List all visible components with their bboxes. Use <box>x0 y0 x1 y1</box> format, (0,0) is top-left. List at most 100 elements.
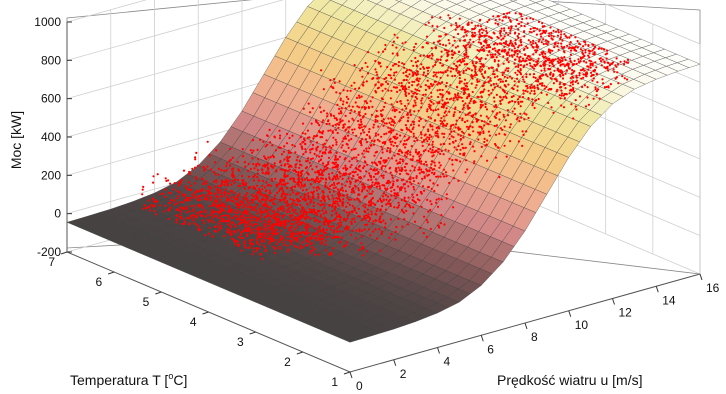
scatter-point <box>331 236 335 239</box>
scatter-point <box>336 164 340 167</box>
scatter-point <box>508 48 511 51</box>
scatter-point <box>331 194 334 197</box>
scatter-point <box>375 109 378 113</box>
scatter-point <box>310 236 313 239</box>
scatter-point <box>231 200 234 203</box>
scatter-point <box>529 40 532 44</box>
scatter-point <box>196 164 200 167</box>
scatter-point <box>418 155 421 158</box>
scatter-point <box>274 247 277 250</box>
scatter-point <box>318 124 321 127</box>
scatter-point <box>510 54 513 57</box>
scatter-point <box>507 83 510 86</box>
scatter-point <box>331 124 335 127</box>
scatter-point <box>330 146 333 150</box>
scatter-point <box>220 179 223 182</box>
scatter-point <box>183 199 186 202</box>
scatter-point <box>453 62 456 65</box>
scatter-point <box>493 32 496 35</box>
scatter-point <box>361 67 364 70</box>
scatter-point <box>206 214 209 217</box>
scatter-point <box>253 167 256 170</box>
scatter-point <box>577 58 580 61</box>
scatter-point <box>423 67 426 70</box>
scatter-point <box>295 171 298 174</box>
scatter-point <box>342 89 345 92</box>
scatter-point <box>391 44 394 47</box>
scatter-point <box>601 78 604 81</box>
scatter-point <box>523 47 526 51</box>
scatter-point <box>439 71 442 74</box>
scatter-point <box>353 81 356 84</box>
scatter-point <box>570 103 573 106</box>
scatter-point <box>509 20 512 23</box>
scatter-point <box>322 191 325 194</box>
scatter-point <box>535 60 539 63</box>
scatter-point <box>427 130 430 133</box>
scatter-point <box>307 157 310 160</box>
scatter-point <box>380 212 383 215</box>
scatter-point <box>481 85 484 88</box>
scatter-point <box>278 198 281 201</box>
scatter-point <box>419 131 423 134</box>
scatter-point <box>486 31 489 35</box>
scatter-point <box>481 49 484 52</box>
scatter-point <box>328 176 331 179</box>
scatter-point <box>591 43 594 46</box>
scatter-point <box>178 182 181 185</box>
scatter-point <box>432 102 435 105</box>
scatter-point <box>472 40 475 44</box>
scatter-point <box>290 206 293 209</box>
scatter-point <box>416 89 419 92</box>
scatter-point <box>435 149 438 152</box>
scatter-point <box>571 80 575 83</box>
scatter-point <box>223 169 226 172</box>
scatter-point <box>455 148 459 151</box>
scatter-point <box>587 44 590 47</box>
scatter-point <box>265 158 268 161</box>
scatter-point <box>443 26 446 30</box>
scatter-point <box>211 216 214 219</box>
scatter-point <box>216 196 220 199</box>
scatter-point <box>434 119 437 122</box>
scatter-point <box>586 86 589 89</box>
scatter-point <box>204 234 207 237</box>
scatter-point <box>431 140 434 143</box>
scatter-point <box>363 175 366 178</box>
scatter-point <box>339 188 343 191</box>
scatter-point <box>555 90 558 93</box>
scatter-point <box>175 218 178 221</box>
scatter-point <box>286 250 289 253</box>
scatter-point <box>471 120 474 124</box>
scatter-point <box>329 79 332 82</box>
scatter-point <box>286 156 289 159</box>
scatter-point <box>401 42 404 45</box>
scatter-point <box>296 183 299 186</box>
scatter-point <box>396 90 399 93</box>
scatter-point <box>291 208 294 211</box>
scatter-point <box>487 89 490 92</box>
scatter-point <box>203 169 206 172</box>
scatter-point <box>445 97 448 100</box>
scatter-point <box>331 205 334 208</box>
scatter-point <box>229 231 232 234</box>
scatter-point <box>409 176 412 179</box>
scatter-point <box>473 74 476 77</box>
scatter-point <box>326 115 329 118</box>
scatter-point <box>470 97 473 100</box>
scatter-point <box>251 253 254 256</box>
scatter-point <box>374 68 377 71</box>
scatter-point <box>376 200 380 203</box>
scatter-point <box>386 150 389 153</box>
scatter-point <box>299 174 302 177</box>
scatter-point <box>304 199 307 202</box>
scatter-point <box>251 139 254 142</box>
scatter-point <box>453 111 456 114</box>
scatter-point <box>346 180 349 183</box>
scatter-point <box>215 149 218 152</box>
scatter-point <box>471 27 474 31</box>
scatter-point <box>358 193 361 196</box>
scatter-point <box>553 46 556 49</box>
scatter-point <box>279 146 282 149</box>
scatter-point <box>390 131 393 134</box>
